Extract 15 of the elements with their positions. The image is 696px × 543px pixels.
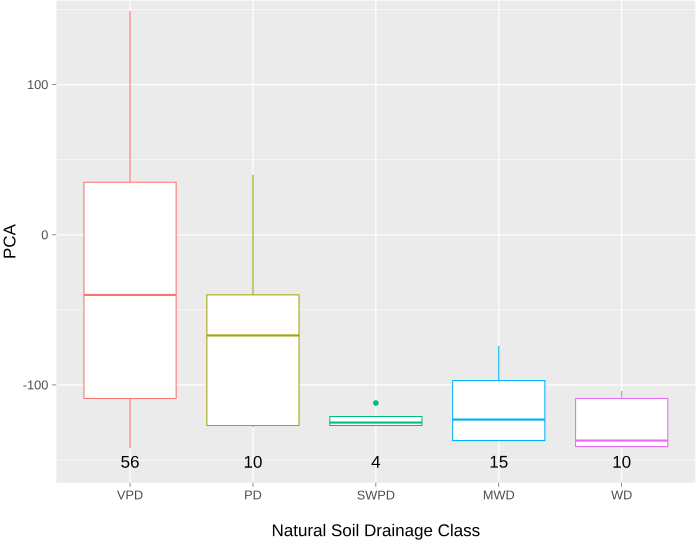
y-axis-title: PCA — [4, 224, 16, 258]
x-tick-label: VPD — [116, 490, 143, 500]
y-tick-label: -100 — [23, 380, 48, 390]
y-tick-label: 0 — [42, 230, 48, 240]
annotation: 56 — [121, 456, 139, 468]
annotation: 15 — [490, 456, 508, 468]
annotation: 4 — [372, 456, 380, 468]
annotation: 10 — [244, 456, 262, 468]
y-tick-label: 100 — [28, 80, 48, 90]
x-tick-label: WD — [611, 490, 632, 500]
x-tick-label: SWPD — [357, 490, 394, 500]
annotation: 10 — [614, 456, 630, 468]
x-axis-title: Natural Soil Drainage Class — [272, 524, 480, 540]
x-tick-label: MWD — [484, 490, 514, 500]
x-tick-label: PD — [245, 490, 262, 500]
